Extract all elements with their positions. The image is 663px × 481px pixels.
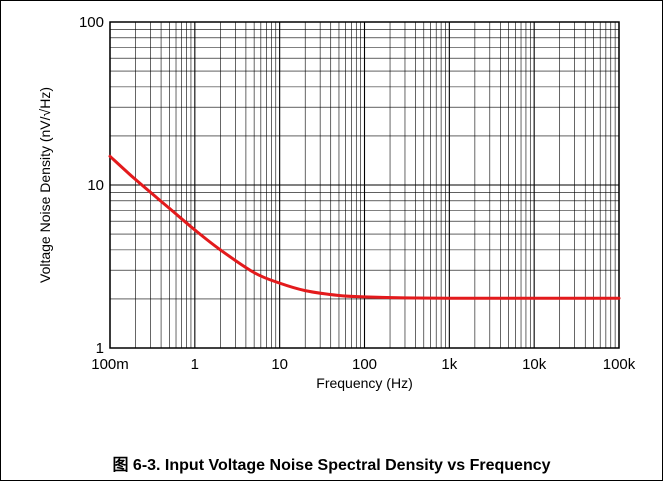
noise-density-line	[108, 154, 621, 300]
x-tick-label: 100	[352, 356, 377, 373]
y-tick-label: 10	[87, 177, 104, 194]
x-tick-label: 1k	[441, 356, 457, 373]
y-tick-label: 1	[96, 340, 104, 357]
y-tick-labels: 1 10 100	[79, 14, 104, 357]
y-tick-label: 100	[79, 14, 104, 31]
series-group	[108, 154, 621, 300]
x-tick-label: 1	[191, 356, 199, 373]
x-tick-label: 10	[271, 356, 288, 373]
plot-area-border	[109, 21, 620, 349]
y-axis-label: Voltage Noise Density (nV/√Hz)	[37, 87, 53, 283]
x-axis-label: Frequency (Hz)	[316, 375, 412, 391]
x-tick-labels: 100m 1 10 100 1k 10k 100k	[91, 356, 636, 373]
x-tick-label: 10k	[522, 356, 547, 373]
x-tick-label: 100k	[603, 356, 636, 373]
x-tick-label: 100m	[91, 356, 129, 373]
figure-caption: 图 6-3. Input Voltage Noise Spectral Dens…	[112, 457, 551, 474]
